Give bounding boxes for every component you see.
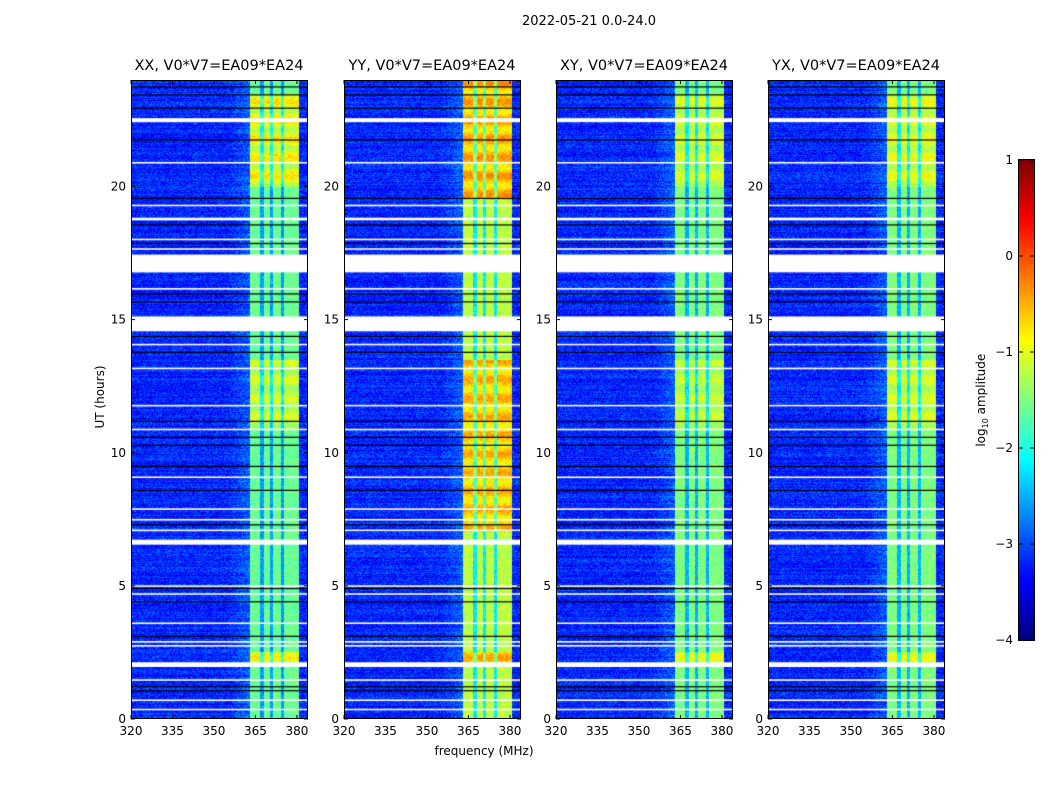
- colorbar-tick-label: −2: [995, 441, 1013, 455]
- y-tick-label: 15: [748, 313, 763, 327]
- y-tick-label: 15: [536, 313, 551, 327]
- heatmap-xx: [132, 81, 307, 718]
- x-tick-label: 380: [498, 724, 521, 738]
- x-tick-label: 335: [374, 724, 397, 738]
- heatmap-panel-yy: [344, 80, 521, 719]
- x-tick-label: 320: [120, 724, 143, 738]
- y-tick-label: 0: [118, 712, 126, 726]
- colorbar-tick-label: 0: [1005, 249, 1013, 263]
- x-tick-label: 365: [457, 724, 480, 738]
- figure-title: 2022-05-21 0.0-24.0: [522, 14, 656, 29]
- y-tick-label: 15: [111, 313, 126, 327]
- panel-title-xx: XX, V0*V7=EA09*EA24: [134, 58, 304, 74]
- heatmap-xy: [557, 81, 732, 718]
- colorbar-gradient: [1019, 160, 1034, 640]
- panel-title-yx: YX, V0*V7=EA09*EA24: [771, 58, 940, 74]
- y-tick-label: 0: [755, 712, 763, 726]
- x-tick-label: 350: [840, 724, 863, 738]
- x-tick-label: 320: [545, 724, 568, 738]
- y-tick-label: 10: [748, 446, 763, 460]
- heatmap-yy: [345, 81, 520, 718]
- x-tick-label: 320: [333, 724, 356, 738]
- y-tick-label: 10: [111, 446, 126, 460]
- y-tick-label: 20: [324, 180, 339, 194]
- colorbar-tick-label: −4: [995, 633, 1013, 647]
- x-tick-label: 365: [244, 724, 267, 738]
- heatmap-yx: [769, 81, 944, 718]
- y-tick-label: 15: [324, 313, 339, 327]
- colorbar-tick-label: −1: [995, 345, 1013, 359]
- colorbar-tick-label: −3: [995, 537, 1013, 551]
- y-tick-label: 0: [331, 712, 339, 726]
- heatmap-panel-xy: [556, 80, 733, 719]
- x-tick-label: 350: [416, 724, 439, 738]
- panel-title-yy: YY, V0*V7=EA09*EA24: [348, 58, 516, 74]
- y-tick-label: 5: [543, 579, 551, 593]
- y-tick-label: 20: [748, 180, 763, 194]
- y-tick-label: 20: [536, 180, 551, 194]
- x-tick-label: 335: [798, 724, 821, 738]
- x-tick-label: 335: [586, 724, 609, 738]
- colorbar: [1018, 159, 1035, 641]
- heatmap-panel-xx: [131, 80, 308, 719]
- x-tick-label: 365: [881, 724, 904, 738]
- x-tick-label: 380: [285, 724, 308, 738]
- x-tick-label: 380: [922, 724, 945, 738]
- x-tick-label: 350: [628, 724, 651, 738]
- y-tick-label: 0: [543, 712, 551, 726]
- x-axis-label: frequency (MHz): [434, 744, 534, 758]
- colorbar-tick-label: 1: [1005, 153, 1013, 167]
- x-tick-label: 350: [203, 724, 226, 738]
- y-tick-label: 20: [111, 180, 126, 194]
- x-tick-label: 365: [669, 724, 692, 738]
- y-tick-label: 5: [755, 579, 763, 593]
- x-tick-label: 380: [710, 724, 733, 738]
- y-tick-label: 5: [118, 579, 126, 593]
- panel-title-xy: XY, V0*V7=EA09*EA24: [559, 58, 728, 74]
- x-tick-label: 335: [161, 724, 184, 738]
- x-tick-label: 320: [757, 724, 780, 738]
- y-tick-label: 10: [324, 446, 339, 460]
- y-tick-label: 10: [536, 446, 551, 460]
- heatmap-panel-yx: [768, 80, 945, 719]
- y-tick-label: 5: [331, 579, 339, 593]
